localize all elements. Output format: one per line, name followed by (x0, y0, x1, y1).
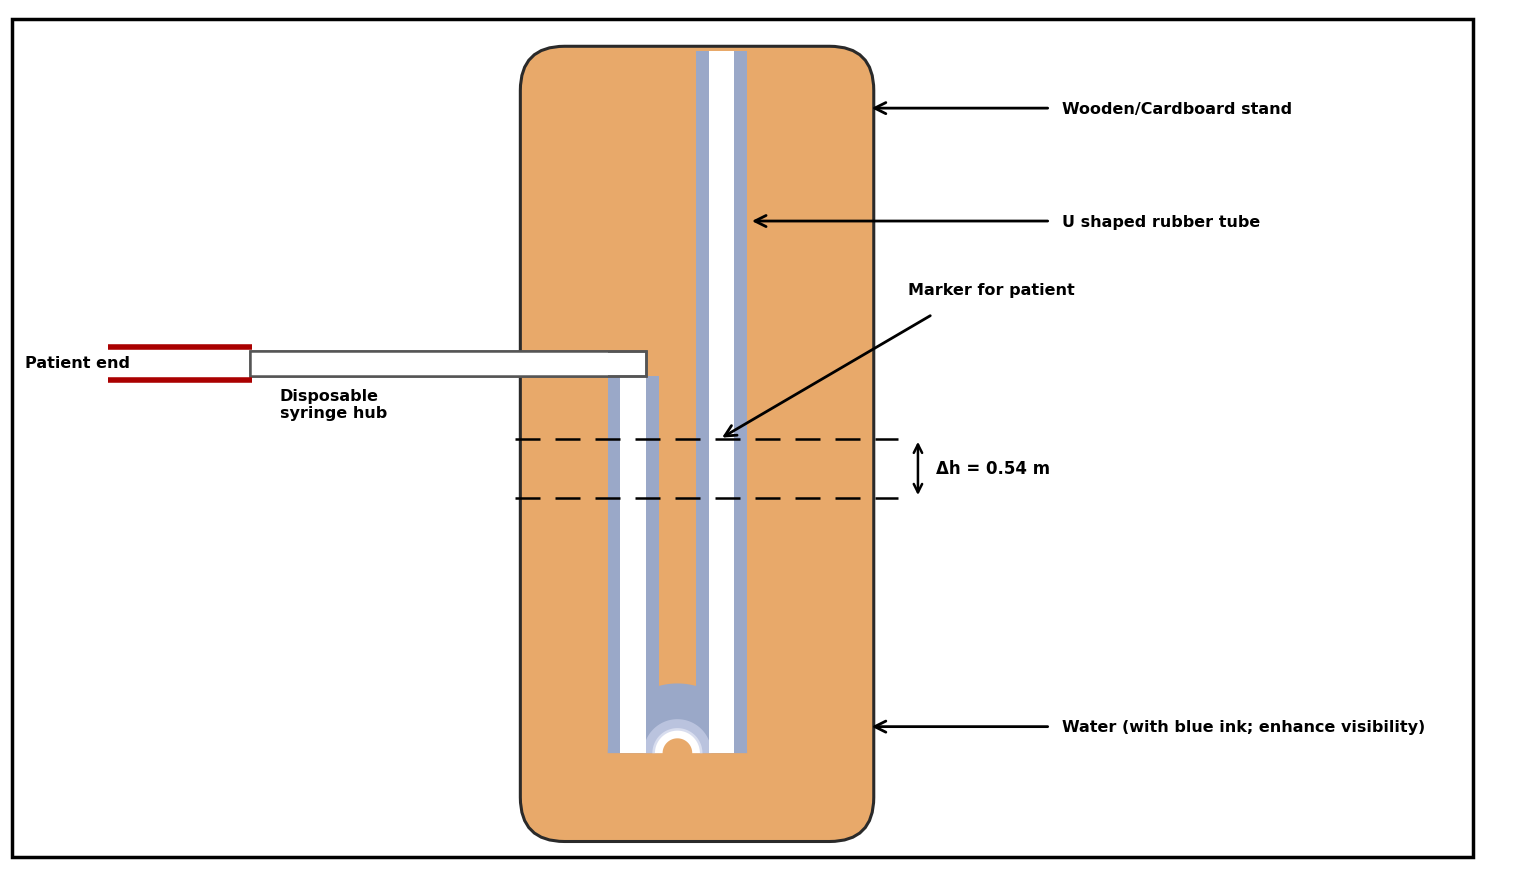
Bar (608, 351, 661, 377)
Polygon shape (652, 728, 702, 753)
Bar (250, 351, 608, 377)
Text: Patient end: Patient end (24, 356, 130, 371)
Text: Water (with blue ink; enhance visibility): Water (with blue ink; enhance visibility… (1062, 719, 1425, 734)
FancyBboxPatch shape (520, 47, 875, 842)
Text: Marker for patient: Marker for patient (908, 283, 1074, 298)
Bar (696, 52, 747, 753)
Text: U shaped rubber tube: U shaped rubber tube (1062, 214, 1260, 229)
Text: Wooden/Cardboard stand: Wooden/Cardboard stand (1062, 102, 1292, 117)
Bar (608, 364, 658, 753)
Bar (708, 52, 734, 753)
Polygon shape (608, 684, 747, 753)
Text: Δh = 0.54 m: Δh = 0.54 m (935, 460, 1050, 478)
Text: Disposable
syringe hub: Disposable syringe hub (280, 389, 387, 421)
Bar (620, 364, 646, 753)
Bar (696, 52, 747, 753)
Polygon shape (643, 719, 711, 753)
Bar (725, 52, 732, 753)
Bar (250, 351, 646, 377)
Bar (620, 364, 646, 753)
Bar (658, 52, 696, 753)
Bar (608, 364, 658, 753)
Bar (708, 52, 734, 753)
Bar (250, 351, 646, 377)
Bar (250, 351, 608, 377)
